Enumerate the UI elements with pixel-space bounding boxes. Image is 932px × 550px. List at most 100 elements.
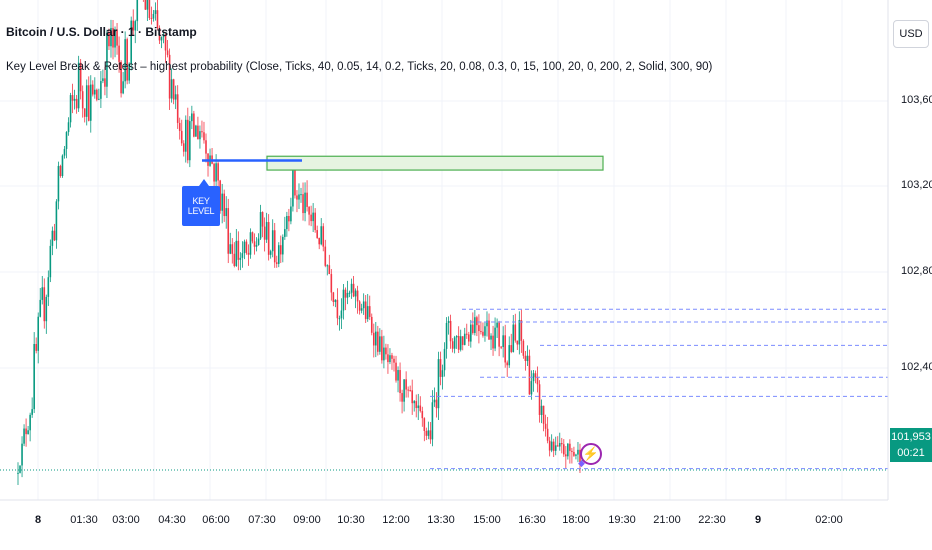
candle-body: [463, 333, 466, 345]
candle-body: [106, 32, 108, 87]
candle-body: [197, 125, 199, 140]
candle-body: [451, 341, 454, 349]
indicator-legend[interactable]: Key Level Break & Retest – highest proba…: [6, 61, 713, 73]
candle-body: [25, 428, 27, 435]
candle-body: [407, 389, 409, 391]
candle-body: [409, 390, 411, 392]
candle-body: [156, 10, 159, 28]
candle-body: [567, 443, 569, 457]
candle-body: [37, 316, 40, 351]
candle-body: [241, 253, 244, 258]
candle-body: [284, 229, 286, 237]
candle-body: [223, 193, 225, 217]
candle-body: [417, 405, 420, 409]
candle-body: [184, 119, 187, 152]
candle-body: [334, 299, 337, 303]
candle-body: [69, 95, 72, 123]
candle-body: [205, 140, 207, 154]
price-label-102400: 102,400: [901, 361, 932, 373]
candle-body: [510, 345, 513, 352]
candle-body: [354, 290, 357, 297]
candle-body: [104, 78, 106, 87]
candle-body: [164, 34, 167, 51]
time-label: 02:00: [815, 514, 843, 526]
candle-body: [237, 240, 240, 260]
candle-body: [370, 316, 373, 333]
candle-body: [148, 0, 151, 18]
candle-body: [565, 454, 567, 457]
candle-body: [520, 319, 523, 341]
time-label: 07:30: [248, 514, 276, 526]
candle-body: [391, 355, 393, 359]
candle-body: [249, 232, 252, 255]
candle-body: [502, 335, 504, 348]
candle-body: [152, 13, 155, 19]
candle-body: [492, 335, 494, 349]
candle-body: [360, 308, 363, 311]
candle-body: [330, 274, 333, 293]
candle-body: [59, 165, 62, 176]
candle-body: [73, 98, 76, 101]
candle-body: [563, 444, 565, 455]
candle-body: [282, 236, 284, 255]
currency-button[interactable]: USD: [893, 20, 929, 48]
candle-body: [512, 324, 515, 352]
candle-body: [504, 335, 506, 363]
candle-body: [201, 131, 203, 133]
candle-body: [189, 121, 191, 161]
candle-body: [423, 418, 426, 432]
candle-body: [488, 320, 490, 340]
candle-body: [352, 283, 355, 297]
time-label: 9: [754, 514, 762, 526]
candle-body: [146, 0, 149, 10]
candle-body: [522, 340, 525, 356]
candle-body: [340, 310, 343, 319]
candle-body: [122, 81, 124, 94]
candle-body: [300, 194, 302, 196]
candle-body: [312, 212, 314, 222]
candle-body: [199, 131, 201, 140]
candle-body: [399, 370, 401, 394]
candle-body: [233, 253, 236, 266]
candle-body: [247, 252, 250, 255]
candle-body: [508, 345, 511, 366]
candle-body: [225, 208, 228, 217]
candle-body: [279, 245, 282, 255]
candle-body: [429, 430, 432, 440]
candle-body: [528, 355, 531, 395]
candle-body: [91, 84, 94, 95]
candle-body: [368, 306, 371, 317]
candle-body: [445, 322, 448, 349]
key-level-badge[interactable]: KEY LEVEL: [182, 179, 220, 226]
candle-body: [413, 401, 416, 404]
candle-body: [358, 301, 361, 311]
candle-body: [180, 130, 183, 144]
candle-body: [397, 370, 399, 381]
candle-body: [174, 94, 177, 100]
candle-body: [336, 299, 339, 319]
candle-body: [514, 324, 517, 341]
candle-body: [114, 29, 116, 48]
candle-body: [170, 79, 173, 99]
candle-body: [500, 346, 502, 348]
candle-body: [298, 194, 300, 200]
candle-body: [231, 244, 234, 254]
candle-body: [288, 216, 290, 222]
candle-body: [217, 163, 219, 181]
candle-body: [275, 262, 278, 264]
candle-body: [77, 62, 80, 109]
candle-body: [269, 251, 272, 255]
retest-zone[interactable]: [266, 155, 604, 171]
sparkle-icon: ◆: [578, 458, 585, 468]
chart-grid: [0, 0, 888, 500]
candle-body: [67, 122, 70, 133]
symbol-title[interactable]: Bitcoin / U.S. Dollar · 1 · Bitstamp: [6, 25, 197, 39]
candle-body: [381, 336, 383, 361]
candle-body: [575, 454, 577, 456]
time-label: 22:30: [698, 514, 726, 526]
candle-body: [23, 428, 25, 444]
candle-body: [431, 402, 434, 440]
lightning-bolt-icon[interactable]: ⚡: [580, 443, 602, 465]
candle-body: [441, 370, 444, 377]
